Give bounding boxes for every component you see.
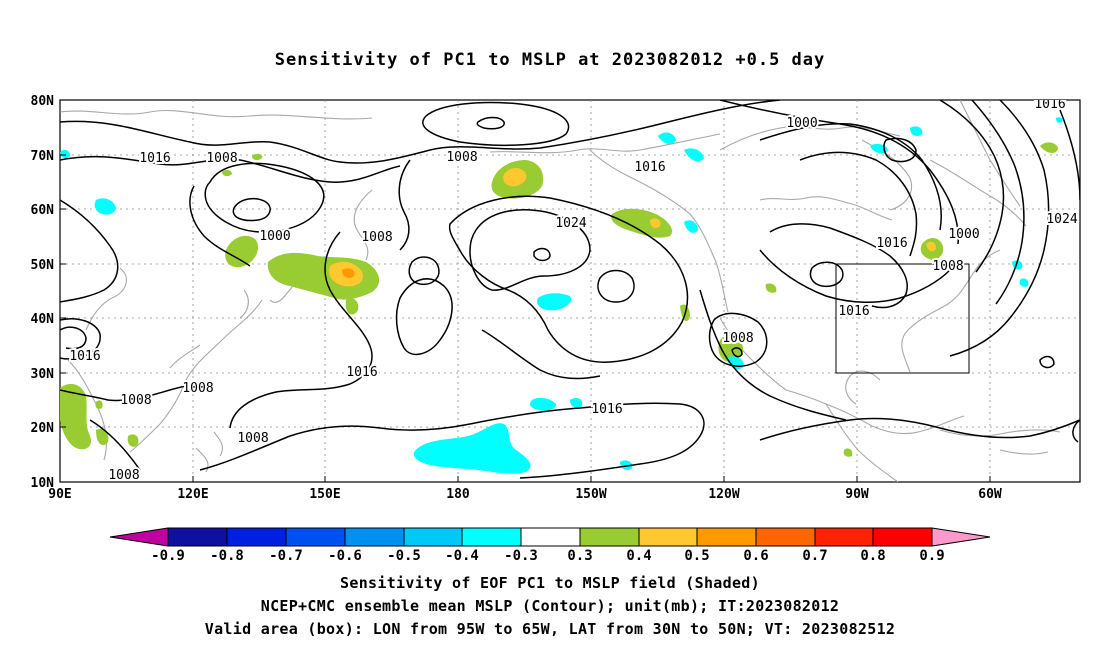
lat-label: 40N [31, 312, 55, 327]
contour-label: 1016 [139, 151, 170, 166]
lon-label: 120E [177, 487, 208, 502]
contour-label: 1016 [1034, 97, 1065, 112]
colorbar-label: 0.9 [919, 548, 944, 564]
lon-label: 90E [48, 487, 71, 502]
lon-label: 120W [708, 487, 739, 502]
sensitivity-shading [60, 117, 1063, 474]
footer-line-3: Valid area (box): LON from 95W to 65W, L… [204, 620, 896, 638]
lon-label: 150E [309, 487, 340, 502]
colorbar-label: -0.4 [445, 548, 479, 564]
lat-label: 70N [31, 149, 55, 164]
contour-label: 1024 [555, 216, 586, 231]
contour-label: 1000 [948, 227, 979, 242]
contour-label: 1016 [876, 236, 907, 251]
colorbar-segment [403, 527, 463, 547]
lon-label: 60W [978, 487, 1002, 502]
colorbar-segment [579, 527, 640, 547]
lon-label: 180 [446, 487, 470, 502]
colorbar-label: -0.7 [269, 548, 303, 564]
contour-label: 1008 [446, 150, 477, 165]
colorbar-label: 0.7 [802, 548, 827, 564]
mslp-contours [60, 100, 1080, 479]
colorbar-labels: -0.9 -0.8 -0.7 -0.6 -0.5 -0.4 -0.3 0.3 0… [151, 548, 945, 564]
colorbar-segment [461, 527, 522, 547]
colorbar-low-arrow [109, 527, 169, 547]
valid-area-box [835, 263, 970, 374]
contour-label: 1000 [259, 229, 290, 244]
lat-label: 10N [31, 476, 55, 491]
colorbar-label: -0.5 [387, 548, 421, 564]
colorbar [109, 527, 991, 547]
colorbar-segment [226, 527, 287, 547]
map-frame [59, 99, 1081, 483]
footer-line-1: Sensitivity of EOF PC1 to MSLP field (Sh… [340, 574, 760, 592]
footer-line-2: NCEP+CMC ensemble mean MSLP (Contour); u… [260, 597, 840, 615]
colorbar-high-arrow [931, 527, 991, 547]
lon-label: 150W [575, 487, 606, 502]
contour-label: 1008 [120, 393, 151, 408]
contour-label: 1024 [1046, 212, 1077, 227]
colorbar-segment [814, 527, 874, 547]
chart-title: Sensitivity of PC1 to MSLP at 2023082012… [274, 50, 826, 70]
contour-label: 1016 [69, 349, 100, 364]
contour-label: 1008 [722, 331, 753, 346]
colorbar-label: -0.8 [210, 548, 244, 564]
colorbar-segment [167, 527, 228, 547]
contour-label: 1008 [932, 259, 963, 274]
contour-label: 1008 [361, 230, 392, 245]
lat-label: 20N [31, 421, 55, 436]
contour-label: 1008 [182, 381, 213, 396]
colorbar-label: -0.9 [151, 548, 185, 564]
lat-label: 50N [31, 258, 55, 273]
colorbar-label: 0.5 [684, 548, 709, 564]
lon-label: 90W [845, 487, 869, 502]
contour-label: 1000 [786, 116, 817, 131]
colorbar-label: 0.4 [626, 548, 651, 564]
axis-ticks [60, 154, 991, 482]
contour-label: 1016 [346, 365, 377, 380]
contour-label: 1016 [838, 304, 869, 319]
colorbar-segment [638, 527, 698, 547]
contour-label: 1016 [591, 402, 622, 417]
contour-label: 1008 [108, 468, 139, 483]
colorbar-segment [285, 527, 346, 547]
contour-labels: 1016 1008 1008 1016 1000 1016 1000 1008 … [67, 97, 1079, 483]
contour-label: 1008 [237, 431, 268, 446]
colorbar-segment [755, 527, 816, 547]
coastlines [60, 100, 1061, 482]
colorbar-label: 0.6 [743, 548, 768, 564]
lat-label: 80N [31, 94, 55, 109]
colorbar-segment [696, 527, 757, 547]
colorbar-segment [872, 527, 933, 547]
lat-label: 30N [31, 367, 55, 382]
colorbar-label: -0.6 [328, 548, 362, 564]
colorbar-segment [344, 527, 405, 547]
lat-label: 60N [31, 203, 55, 218]
longitude-labels: 90E 120E 150E 180 150W 120W 90W 60W [48, 487, 1002, 502]
contour-label: 1016 [634, 160, 665, 175]
colorbar-label: 0.3 [567, 548, 592, 564]
latitude-labels: 80N 70N 60N 50N 40N 30N 20N 10N [31, 94, 55, 491]
contour-label: 1008 [206, 151, 237, 166]
colorbar-label: 0.8 [860, 548, 885, 564]
colorbar-label: -0.3 [504, 548, 538, 564]
colorbar-segment [520, 527, 581, 547]
